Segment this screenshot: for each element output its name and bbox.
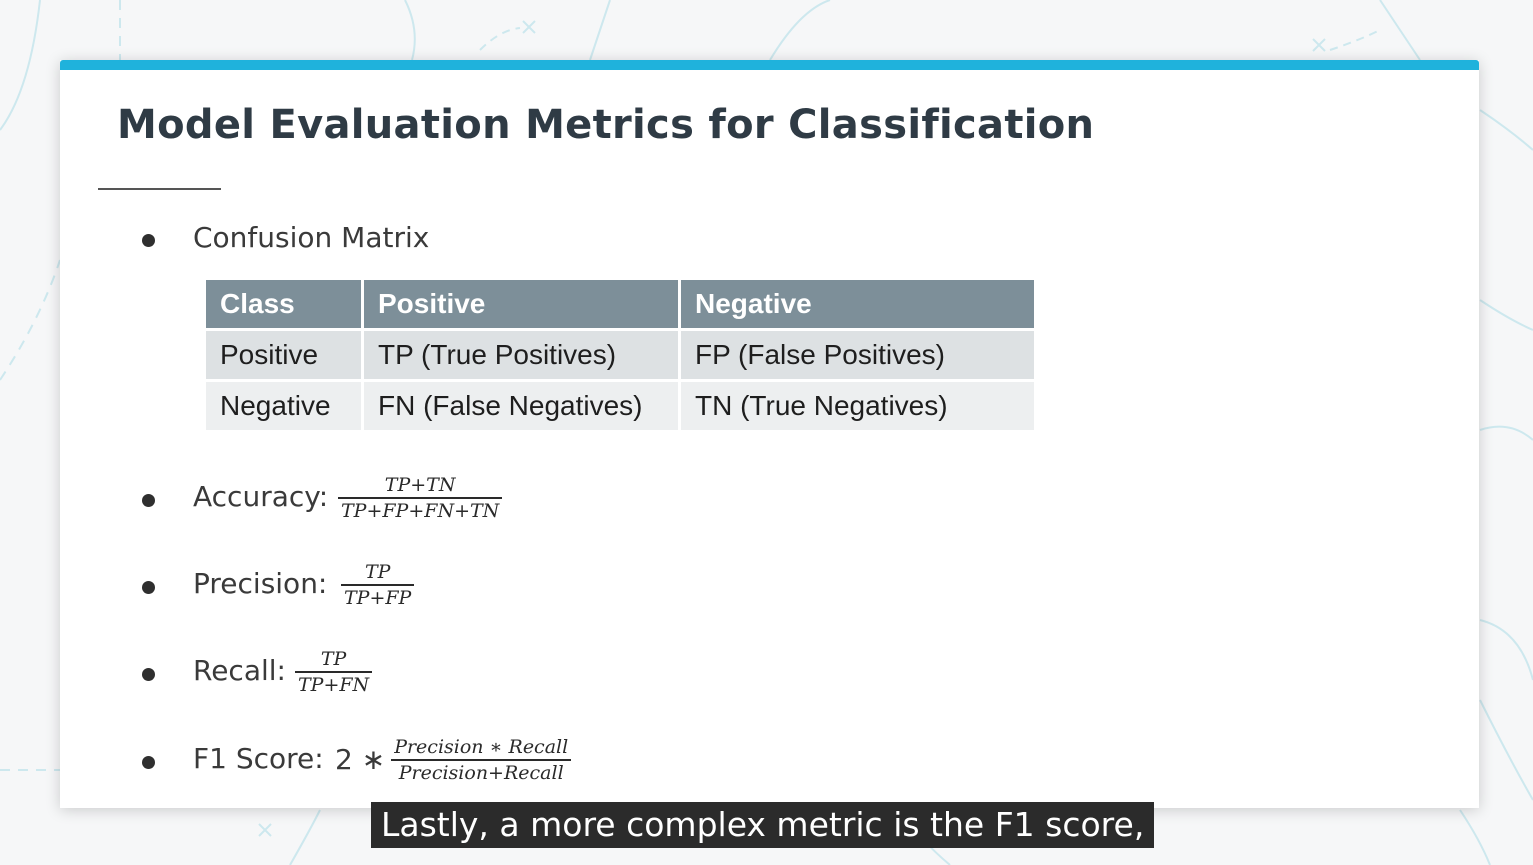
table-cell: FN (False Negatives) [364,382,678,433]
table-cell: Negative [206,382,361,433]
bullet-dot [142,668,155,681]
table-row: Negative FN (False Negatives) TN (True N… [206,382,1034,433]
table-header-row: Class Positive Negative [206,280,1034,331]
recall-formula: TP TP+FN [295,647,373,697]
title-underline [98,188,221,190]
denominator: TP+FN [298,673,370,696]
numerator: TP+TN [384,474,456,496]
table-cell: TP (True Positives) [364,331,678,382]
fraction: TP+TN TP+FP+FN+TN [338,473,503,523]
fraction: TP TP+FP [341,560,415,610]
f1-multiplier: 2 ∗ [335,743,386,777]
recall-label: Recall: [193,654,286,687]
table-row: Positive TP (True Positives) FP (False P… [206,331,1034,382]
numerator: TP [320,648,347,670]
numerator: TP [364,561,391,583]
precision-formula: TP TP+FP [341,560,415,610]
accuracy-formula: TP+TN TP+FP+FN+TN [338,473,503,523]
f1-formula: 2 ∗ Precision ∗ Recall Precision+Recall [335,735,572,785]
video-caption: Lastly, a more complex metric is the F1 … [371,802,1155,848]
confusion-matrix-label: Confusion Matrix [193,221,430,254]
slide-accent-bar [60,60,1479,70]
table-header-cell: Class [206,280,361,331]
fraction-bar [341,584,415,586]
fraction: Precision ∗ Recall Precision+Recall [391,735,572,785]
fraction-bar [295,671,373,673]
bullet-dot [142,581,155,594]
slide-title: Model Evaluation Metrics for Classificat… [117,102,1095,148]
precision-label: Precision: [193,567,328,600]
numerator: Precision ∗ Recall [394,736,569,758]
table-header-cell: Positive [364,280,678,331]
slide-panel: Model Evaluation Metrics for Classificat… [60,60,1479,808]
table-cell: Positive [206,331,361,382]
bullet-dot [142,234,155,247]
f1-score-label: F1 Score: [193,742,324,775]
bullet-dot [142,756,155,769]
table-cell: FP (False Positives) [681,331,1034,382]
confusion-matrix-table: Class Positive Negative Positive TP (Tru… [203,280,1037,433]
fraction-bar [338,497,503,499]
denominator: TP+FP [344,586,412,609]
fraction-bar [391,759,572,761]
table-header-cell: Negative [681,280,1034,331]
denominator: TP+FP+FN+TN [341,499,500,522]
denominator: Precision+Recall [398,761,564,784]
fraction: TP TP+FN [295,647,373,697]
bullet-dot [142,494,155,507]
table-cell: TN (True Negatives) [681,382,1034,433]
accuracy-label: Accuracy: [193,480,329,513]
